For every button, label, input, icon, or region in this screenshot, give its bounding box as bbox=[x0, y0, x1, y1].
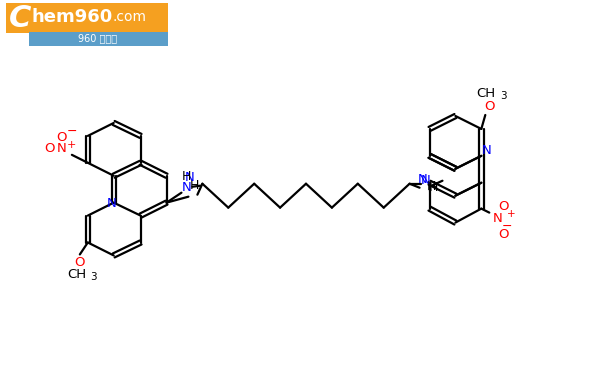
Text: H: H bbox=[429, 181, 438, 194]
Text: O: O bbox=[57, 131, 67, 144]
Text: N: N bbox=[482, 144, 491, 158]
Text: N: N bbox=[492, 212, 502, 225]
Text: N: N bbox=[420, 174, 430, 187]
Text: −: − bbox=[67, 125, 77, 138]
Text: −: − bbox=[502, 220, 512, 233]
Text: H: H bbox=[427, 180, 436, 193]
Text: CH: CH bbox=[477, 87, 496, 100]
Text: O: O bbox=[45, 142, 55, 155]
Text: N: N bbox=[185, 171, 194, 184]
Text: +: + bbox=[67, 140, 77, 150]
Text: N: N bbox=[57, 142, 67, 155]
Text: +: + bbox=[507, 209, 515, 219]
Text: 3: 3 bbox=[91, 272, 97, 282]
Text: hem960: hem960 bbox=[31, 8, 113, 26]
FancyBboxPatch shape bbox=[29, 32, 168, 46]
Text: O: O bbox=[484, 99, 494, 112]
Text: N: N bbox=[107, 197, 117, 210]
Text: O: O bbox=[498, 228, 508, 241]
Text: O: O bbox=[498, 200, 508, 213]
Text: C: C bbox=[9, 4, 31, 33]
FancyBboxPatch shape bbox=[6, 3, 168, 33]
Text: N: N bbox=[417, 173, 427, 186]
Text: 3: 3 bbox=[500, 91, 506, 101]
Text: 960 化工网: 960 化工网 bbox=[78, 33, 117, 43]
Text: H: H bbox=[182, 170, 191, 183]
Text: .com: .com bbox=[113, 10, 147, 24]
Text: CH: CH bbox=[67, 268, 87, 281]
Text: H: H bbox=[190, 179, 199, 192]
Text: O: O bbox=[74, 256, 85, 269]
Text: N: N bbox=[182, 181, 191, 194]
